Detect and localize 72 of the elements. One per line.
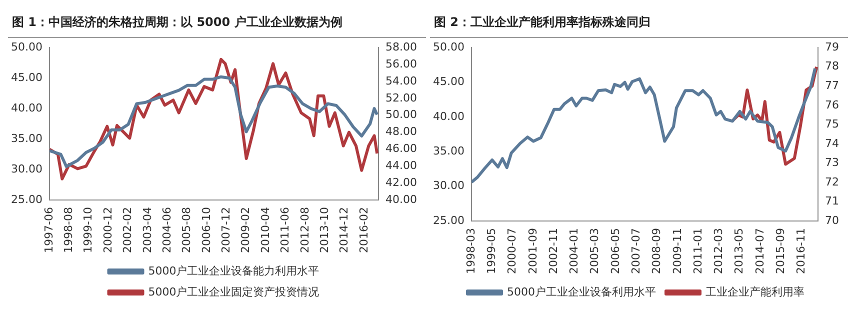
x-tick-label: 2007-07 <box>629 228 642 274</box>
x-tick-label: 2007-12 <box>220 207 233 254</box>
y-tick-label: 30.00 <box>432 179 464 192</box>
x-tick-label: 2016-02 <box>357 207 370 254</box>
x-tick-label: 2006-10 <box>200 207 213 254</box>
x-tick-label: 2009-11 <box>670 228 684 274</box>
y2-tick-label: 44.00 <box>386 159 418 172</box>
y2-tick-label: 48.00 <box>386 125 418 138</box>
x-tick-label: 2002-02 <box>121 207 134 254</box>
y-tick-label: 50.00 <box>10 40 42 54</box>
y2-tick-label: 75 <box>825 118 840 131</box>
x-tick-label: 2011-01 <box>691 228 704 274</box>
x-tick-label: 2008-09 <box>650 228 664 274</box>
y-tick-label: 45.00 <box>432 75 464 88</box>
x-tick-label: 2014-07 <box>753 228 766 274</box>
y2-tick-label: 46.00 <box>386 142 418 156</box>
x-tick-label: 2000-12 <box>101 207 114 254</box>
y-tick-label: 25.00 <box>10 192 42 206</box>
x-tick-label: 2014-12 <box>338 207 351 254</box>
chart-title: 图 2：工业企业产能利用率指标殊途同归 <box>430 8 848 38</box>
x-tick-label: 2004-06 <box>160 207 174 254</box>
y-tick-label: 30.00 <box>10 162 42 176</box>
x-tick-label: 2012-08 <box>298 207 312 254</box>
y2-tick-label: 72 <box>825 175 840 188</box>
x-tick-label: 2006-05 <box>608 228 622 274</box>
x-tick-label: 2005-08 <box>180 207 194 254</box>
y2-tick-label: 52.00 <box>386 91 418 104</box>
y-tick-label: 40.00 <box>432 110 464 123</box>
y2-tick-label: 74 <box>825 136 840 150</box>
x-tick-label: 2001-09 <box>526 228 540 274</box>
legend-label: 工业企业产能利用率 <box>705 285 804 298</box>
y-tick-label: 25.00 <box>432 214 464 227</box>
y2-tick-label: 56.00 <box>386 57 418 70</box>
y2-tick-label: 50.00 <box>386 108 418 122</box>
y2-tick-label: 73 <box>825 156 840 170</box>
y2-tick-label: 79 <box>825 40 840 54</box>
x-tick-label: 1999-05 <box>484 228 498 274</box>
y2-tick-label: 76 <box>825 98 840 112</box>
x-tick-label: 2004-01 <box>568 228 581 274</box>
x-tick-label: 1999-10 <box>82 207 95 254</box>
x-tick-label: 1998-08 <box>62 207 76 254</box>
y-tick-label: 35.00 <box>10 132 42 145</box>
x-tick-label: 2013-10 <box>318 207 331 254</box>
x-tick-label: 2011-06 <box>278 207 292 254</box>
x-tick-label: 2012-03 <box>712 228 726 274</box>
y-tick-label: 50.00 <box>432 40 464 54</box>
y2-tick-label: 77 <box>825 79 840 92</box>
y2-tick-label: 70 <box>825 214 840 227</box>
x-tick-label: 2005-03 <box>588 228 602 274</box>
x-tick-label: 1997-06 <box>42 207 56 254</box>
x-tick-label: 2002-11 <box>546 228 560 274</box>
y2-tick-label: 78 <box>825 60 840 73</box>
x-tick-label: 2003-04 <box>140 207 154 254</box>
x-tick-label: 1998-03 <box>464 228 478 274</box>
y2-tick-label: 40.00 <box>386 192 418 206</box>
y2-tick-label: 54.00 <box>386 74 418 88</box>
y-tick-label: 45.00 <box>10 70 42 84</box>
legend-label: 5000户工业企业设备利用水平 <box>507 285 656 298</box>
y-tick-label: 35.00 <box>432 144 464 158</box>
x-tick-label: 2010-04 <box>258 207 272 254</box>
y2-tick-label: 71 <box>825 194 840 208</box>
legend-label: 5000户工业企业固定资产投资情况 <box>148 285 320 298</box>
chart-title: 图 1：中国经济的朱格拉周期：以 5000 户工业企业数据为例 <box>8 8 426 38</box>
x-tick-label: 2016-11 <box>794 228 808 274</box>
y2-tick-label: 58.00 <box>386 40 418 54</box>
y2-tick-label: 42.00 <box>386 176 418 189</box>
legend-label: 5000户工业企业设备能力利用水平 <box>148 264 320 278</box>
x-tick-label: 2013-05 <box>732 228 746 274</box>
y-tick-label: 40.00 <box>10 101 42 114</box>
x-tick-label: 2000-07 <box>506 228 519 274</box>
x-tick-label: 2009-02 <box>239 207 252 254</box>
x-tick-label: 2015-09 <box>774 228 787 274</box>
